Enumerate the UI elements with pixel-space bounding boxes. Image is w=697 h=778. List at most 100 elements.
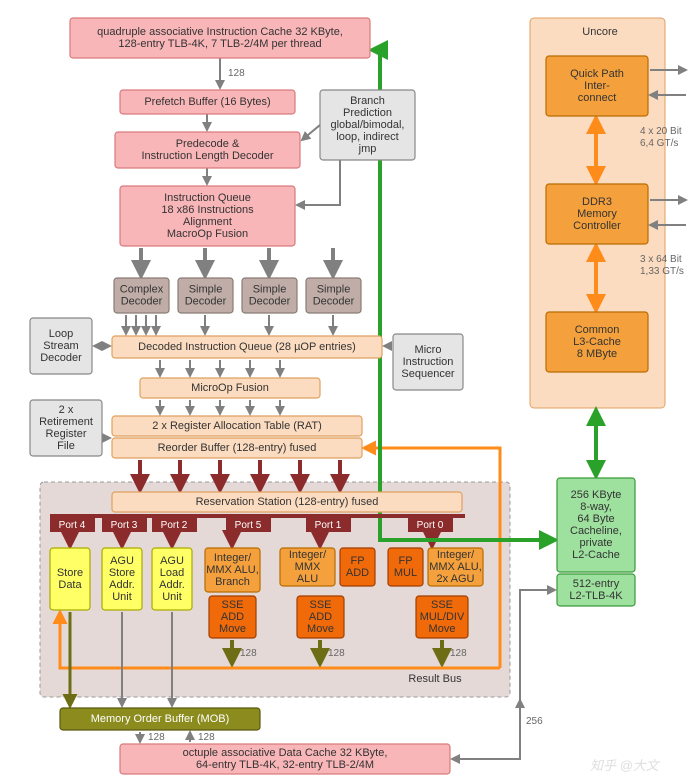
port-label: Port 4 <box>59 520 86 531</box>
arrow-label: 128 <box>450 648 467 659</box>
arrow-label: 128 <box>228 68 245 79</box>
port-rail <box>50 514 465 518</box>
box-sse0: SSEMUL/DIVMove <box>416 596 468 638</box>
box-text: 256 KByte <box>571 489 622 501</box>
box-text: Reorder Buffer (128-entry) fused <box>158 442 317 454</box>
box-text: Move <box>429 623 456 635</box>
box-text: AGU <box>160 555 184 567</box>
box-text: Alignment <box>183 216 232 228</box>
box-text: Branch <box>215 576 250 588</box>
box-text: Prediction <box>343 107 392 119</box>
box-text: connect <box>578 92 617 104</box>
arrow <box>297 160 340 205</box>
box-ddr3: DDR3MemoryController <box>546 184 648 244</box>
box-text: loop, indirect <box>336 131 398 143</box>
box-text: Memory Order Buffer (MOB) <box>91 713 230 725</box>
box-text: Store <box>109 567 135 579</box>
box-text: Instruction Length Decoder <box>141 150 273 162</box>
box-text: MMX ALU, <box>206 564 259 576</box>
box-simp3: SimpleDecoder <box>306 278 361 313</box>
box-text: 512-entry <box>573 578 620 590</box>
box-text: Cacheline, <box>570 525 622 537</box>
box-storedata: StoreData <box>50 548 90 610</box>
arrow <box>452 700 520 759</box>
box-text: Decoded Instruction Queue (28 µOP entrie… <box>138 341 356 353</box>
box-text: Decoder <box>121 296 163 308</box>
box-text: Memory <box>577 208 617 220</box>
box-predecode: Predecode &Instruction Length Decoder <box>115 132 300 168</box>
box-text: Data <box>58 579 82 591</box>
box-text: Stream <box>43 340 78 352</box>
box-mob: Memory Order Buffer (MOB) <box>60 708 260 730</box>
side-label: 1,33 GT/s <box>640 266 684 277</box>
box-text: global/bimodal, <box>331 119 405 131</box>
arrow-label: 128 <box>148 732 165 743</box>
box-aguS: AGUStoreAddr.Unit <box>102 548 142 610</box>
box-l3: CommonL3-Cache8 MByte <box>546 312 648 372</box>
box-text: Integer/ <box>437 549 475 561</box>
box-text: ADD <box>346 567 369 579</box>
box-text: SSE <box>309 599 331 611</box>
box-text: Complex <box>120 284 164 296</box>
box-text: SSE <box>221 599 243 611</box>
box-text: MUL/DIV <box>420 611 465 623</box>
box-text: Predecode & <box>176 138 240 150</box>
box-text: L2-TLB-4K <box>569 590 623 602</box>
box-text: Load <box>160 567 184 579</box>
port-label: Port 3 <box>111 520 138 531</box>
box-text: Instruction <box>403 356 454 368</box>
arrow <box>520 590 555 700</box>
box-intalu0: Integer/MMX ALU,2x AGU <box>428 548 483 586</box>
box-intalu1: Integer/MMXALU <box>280 548 335 586</box>
port-label: Port 5 <box>235 520 262 531</box>
port-label: Port 2 <box>161 520 188 531</box>
box-aguL: AGULoadAddr.Unit <box>152 548 192 610</box>
side-label: 4 x 20 Bit <box>640 126 682 137</box>
box-text: quadruple associative Instruction Cache … <box>97 26 343 38</box>
box-text: Store <box>57 567 83 579</box>
box-text: Simple <box>253 284 287 296</box>
box-text: 128-entry TLB-4K, 7 TLB-2/4M per thread <box>118 38 321 50</box>
box-dcache: octuple associative Data Cache 32 KByte,… <box>120 744 450 774</box>
box-text: MMX ALU, <box>429 561 482 573</box>
box-text: Uncore <box>582 26 617 38</box>
box-rob: Reorder Buffer (128-entry) fused <box>112 438 362 458</box>
side-label: 6,4 GT/s <box>640 138 678 149</box>
box-text: 64-entry TLB-4K, 32-entry TLB-2/4M <box>196 759 374 771</box>
box-fpmul: FPMUL <box>388 548 423 586</box>
box-text: 8 MByte <box>577 348 617 360</box>
box-intalu5: Integer/MMX ALU,Branch <box>205 548 260 592</box>
box-diq: Decoded Instruction Queue (28 µOP entrie… <box>112 336 382 358</box>
box-text: 2x AGU <box>437 573 475 585</box>
arrow <box>302 125 320 140</box>
box-l2main: 256 KByte8-way,64 ByteCacheline,privateL… <box>557 478 635 572</box>
box-text: Move <box>219 623 246 635</box>
box-text: Sequencer <box>401 368 455 380</box>
box-text: ADD <box>309 611 332 623</box>
arrow-label: 128 <box>198 732 215 743</box>
box-text: Decoder <box>249 296 291 308</box>
box-text: Branch <box>350 95 385 107</box>
box-cplx: ComplexDecoder <box>114 278 169 313</box>
box-text: MUL <box>394 567 417 579</box>
box-loopdec: LoopStreamDecoder <box>30 318 92 374</box>
box-text: Common <box>575 324 620 336</box>
box-text: 64 Byte <box>577 513 614 525</box>
box-branch: BranchPredictionglobal/bimodal,loop, ind… <box>320 90 415 160</box>
box-text: SSE <box>431 599 453 611</box>
box-text: Micro <box>415 344 442 356</box>
box-text: L2-Cache <box>572 549 620 561</box>
side-label: 3 x 64 Bit <box>640 254 682 265</box>
box-text: MicroOp Fusion <box>191 382 269 394</box>
box-text: 8-way, <box>580 501 612 513</box>
box-text: FP <box>350 555 364 567</box>
box-text: AGU <box>110 555 134 567</box>
box-text: Decoder <box>40 352 82 364</box>
watermark: 知乎 @大文 <box>590 758 661 773</box>
box-text: ALU <box>297 573 318 585</box>
box-simp2: SimpleDecoder <box>242 278 297 313</box>
box-iqueue: Instruction Queue18 x86 InstructionsAlig… <box>120 186 295 246</box>
box-text: private <box>579 537 612 549</box>
box-text: Prefetch Buffer (16 Bytes) <box>144 96 270 108</box>
box-icache: quadruple associative Instruction Cache … <box>70 18 370 58</box>
